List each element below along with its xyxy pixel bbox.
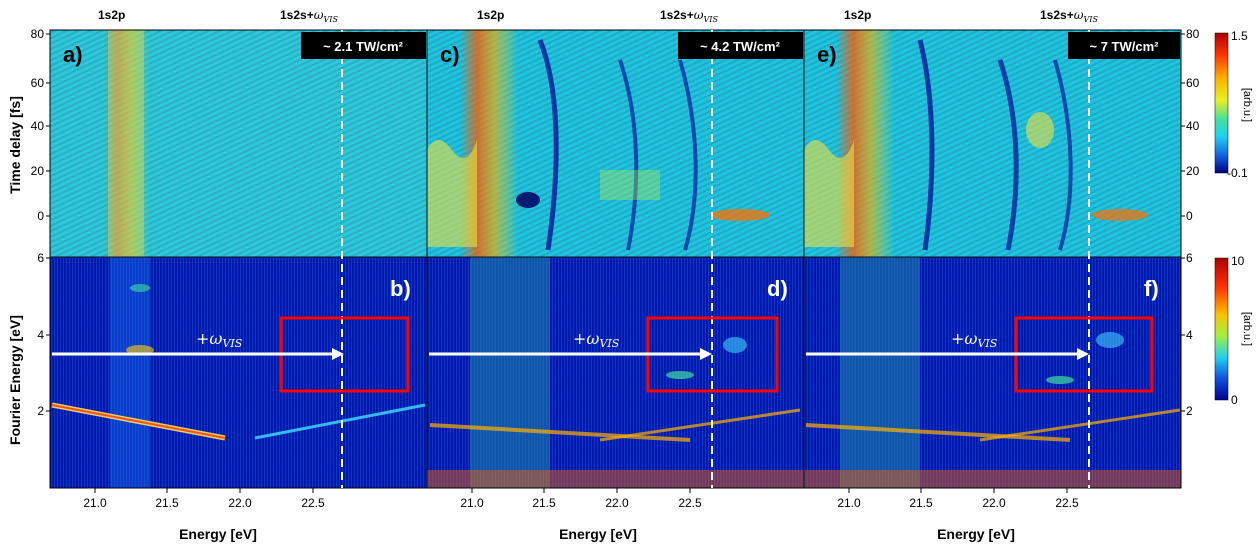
right-axis-bottom: 6 4 2 xyxy=(1186,251,1193,418)
tick-label: 80 xyxy=(1186,27,1200,41)
x-axis-title: Energy [eV] xyxy=(559,526,637,542)
tick-label: 21.5 xyxy=(909,496,933,510)
arrow-label: +ωVIS xyxy=(951,329,998,350)
tick-label: 80 xyxy=(31,27,45,41)
tick-label: 6 xyxy=(1186,251,1193,265)
panel-c xyxy=(427,30,804,257)
intensity-label-a: ~ 2.1 TW/cm² xyxy=(323,39,403,54)
x-axis-titles: Energy [eV] Energy [eV] Energy [eV] xyxy=(179,526,1015,542)
y-axis-title-bottom: Fourier Energy [eV] xyxy=(7,315,23,445)
tick-label: 2 xyxy=(37,404,44,418)
tick-label: 0 xyxy=(1186,209,1193,223)
panel-grid xyxy=(49,29,1182,489)
panel-letter-d: d) xyxy=(767,276,788,301)
tick-label: 40 xyxy=(1186,119,1200,133)
label-1s2p: 1s2p xyxy=(844,8,871,22)
panel-letter-c: c) xyxy=(440,42,460,67)
tick-label: 22.5 xyxy=(1055,496,1079,510)
x-ticks xyxy=(94,488,1068,493)
intensity-badges: ~ 2.1 TW/cm² ~ 4.2 TW/cm² ~ 7 TW/cm² xyxy=(301,32,1180,59)
colorbar-top-max: 1.5 xyxy=(1231,29,1248,43)
panel-d xyxy=(427,257,804,488)
panel-letter-b: b) xyxy=(390,276,411,301)
tick-label: 21.0 xyxy=(837,496,861,510)
colorbar-bottom-min: 0 xyxy=(1231,393,1238,407)
tick-label: 20 xyxy=(31,164,45,178)
right-axis-top: 80 60 40 20 0 xyxy=(1186,27,1200,223)
panel-f xyxy=(804,257,1181,488)
panel-letter-e: e) xyxy=(817,42,837,67)
tick-label: 22.5 xyxy=(678,496,702,510)
colorbar-top-min: -0.1 xyxy=(1227,166,1248,180)
tick-label: 60 xyxy=(1186,76,1200,90)
tick-label: 6 xyxy=(37,251,44,265)
tick-label: 22.0 xyxy=(228,496,252,510)
tick-label: 60 xyxy=(31,76,45,90)
y-axis-title-top: Time delay [fs] xyxy=(7,96,23,194)
intensity-label-e: ~ 7 TW/cm² xyxy=(1090,39,1160,54)
tick-label: 22.0 xyxy=(982,496,1006,510)
tick-label: 4 xyxy=(37,328,44,342)
tick-label: 2 xyxy=(1186,404,1193,418)
sideband-dashed-lines xyxy=(341,30,1090,488)
tick-label: 22.5 xyxy=(301,496,325,510)
right-ticks xyxy=(1181,33,1185,412)
label-1s2s-omega: 1s2s+ωVIS xyxy=(1040,8,1098,24)
tick-label: 20 xyxy=(1186,164,1200,178)
tick-label: 4 xyxy=(1186,328,1193,342)
arrow-label: +ωVIS xyxy=(196,329,243,350)
label-1s2p: 1s2p xyxy=(477,8,504,22)
tick-label: 40 xyxy=(31,119,45,133)
panel-a xyxy=(50,30,427,257)
left-ticks xyxy=(46,33,50,412)
x-axis-title: Energy [eV] xyxy=(179,526,257,542)
label-1s2s-omega: 1s2s+ωVIS xyxy=(660,8,718,24)
intensity-label-c: ~ 4.2 TW/cm² xyxy=(700,39,780,54)
panel-letter-a: a) xyxy=(63,42,83,67)
panel-e xyxy=(804,30,1181,257)
omega-arrows xyxy=(52,348,1089,360)
colorbar-bottom-max: 10 xyxy=(1231,254,1245,268)
label-1s2s-omega: 1s2s+ωVIS xyxy=(280,8,338,24)
panel-letter-f: f) xyxy=(1144,276,1159,301)
colorbar-bottom: 10 0 [arb.u.] xyxy=(1214,254,1253,407)
left-axis-bottom: 6 4 2 xyxy=(37,251,44,418)
arrow-label: +ωVIS xyxy=(573,329,620,350)
tick-label: 21.0 xyxy=(460,496,484,510)
colorbar-bottom-unit: [arb.u.] xyxy=(1241,312,1253,346)
arrow-labels: +ωVIS +ωVIS +ωVIS xyxy=(196,329,998,350)
x-tick-labels: 21.0 21.5 22.0 22.5 21.0 21.5 22.0 22.5 … xyxy=(83,496,1079,510)
tick-label: 22.0 xyxy=(605,496,629,510)
state-labels: 1s2p 1s2p 1s2p 1s2s+ωVIS 1s2s+ωVIS 1s2s+… xyxy=(98,8,1098,24)
tick-label: 0 xyxy=(37,209,44,223)
tick-label: 21.0 xyxy=(83,496,107,510)
colorbar-top: 1.5 -0.1 [arb.u.] xyxy=(1214,29,1253,180)
colorbar-top-unit: [arb.u.] xyxy=(1241,88,1253,122)
panel-b xyxy=(50,257,427,488)
x-axis-title: Energy [eV] xyxy=(937,526,1015,542)
left-axis-top: 80 60 40 20 0 xyxy=(31,27,45,223)
label-1s2p: 1s2p xyxy=(98,8,125,22)
panel-letters: a) c) e) b) d) f) xyxy=(63,42,1159,301)
tick-label: 21.5 xyxy=(155,496,179,510)
tick-label: 21.5 xyxy=(532,496,556,510)
